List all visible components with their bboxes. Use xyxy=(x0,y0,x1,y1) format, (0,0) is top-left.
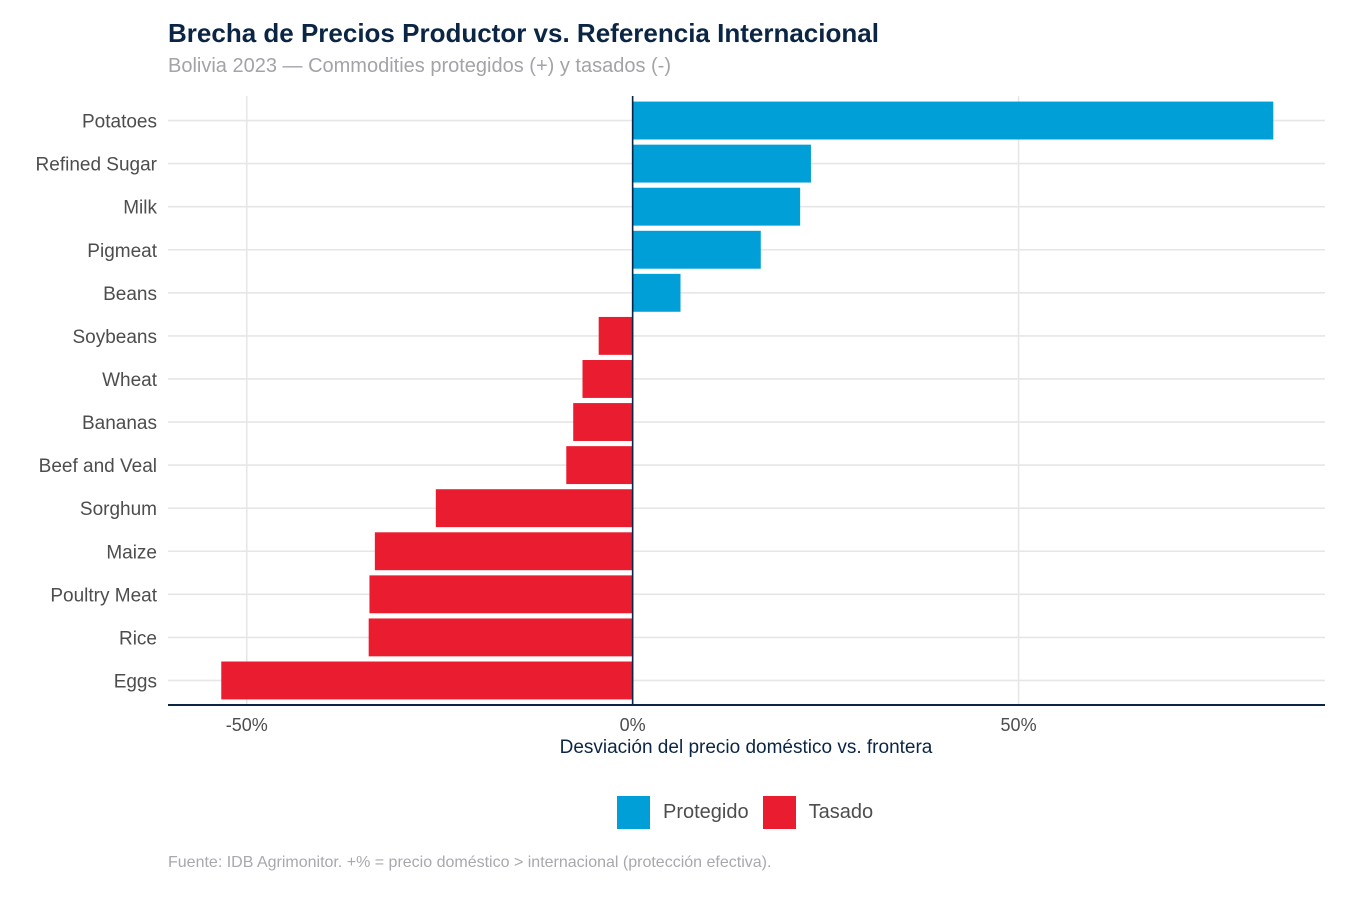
bar-sorghum xyxy=(435,489,633,528)
bar-beans xyxy=(632,273,681,312)
legend-label-tasado: Tasado xyxy=(808,801,874,823)
bar-soybeans xyxy=(598,316,633,355)
bar-milk xyxy=(632,187,801,226)
chart-subtitle: Bolivia 2023 — Commodities protegidos (+… xyxy=(168,55,671,77)
legend: Protegido Tasado xyxy=(617,796,887,829)
y-tick-label: Bananas xyxy=(82,413,157,434)
y-tick-label: Maize xyxy=(106,542,157,563)
y-tick-label: Rice xyxy=(119,628,157,649)
legend-key-tasado xyxy=(762,796,796,829)
bar-refined-sugar xyxy=(632,144,811,183)
x-tick-label: 0% xyxy=(620,715,646,735)
x-tick-label: -50% xyxy=(226,715,268,735)
bar-rice xyxy=(368,618,633,657)
y-tick-label: Poultry Meat xyxy=(50,585,157,606)
chart-title: Brecha de Precios Productor vs. Referenc… xyxy=(168,18,879,48)
y-tick-label: Beef and Veal xyxy=(39,456,157,477)
y-tick-label: Potatoes xyxy=(82,112,157,133)
bar-eggs xyxy=(221,661,633,700)
y-tick-label: Wheat xyxy=(102,370,158,391)
y-tick-label: Sorghum xyxy=(80,499,157,520)
legend-label-protegido: Protegido xyxy=(663,801,749,823)
bar-pigmeat xyxy=(632,230,761,269)
y-tick-label: Soybeans xyxy=(72,327,157,348)
y-tick-label: Beans xyxy=(103,284,157,305)
gridlines xyxy=(168,96,1325,705)
y-tick-label: Eggs xyxy=(114,671,157,692)
y-tick-label: Milk xyxy=(123,198,157,219)
tick-labels: Potatoes Refined Sugar Milk Pigmeat Beans Soy… xyxy=(36,112,1037,735)
x-axis-title: Desviación del precio doméstico vs. fron… xyxy=(559,737,933,758)
y-tick-label: Pigmeat xyxy=(87,241,157,262)
y-tick-label: Refined Sugar xyxy=(36,155,158,176)
bar-potatoes xyxy=(632,101,1274,140)
bar-bananas xyxy=(573,403,633,441)
bars xyxy=(221,101,1274,700)
legend-key-protegido xyxy=(617,796,650,829)
bar-beef-and-veal xyxy=(566,446,633,485)
bar-maize xyxy=(374,532,633,571)
chart-caption: Fuente: IDB Agrimonitor. +% = precio dom… xyxy=(168,854,772,871)
bar-poultry-meat xyxy=(369,575,633,614)
x-tick-label: 50% xyxy=(1001,715,1037,735)
axes xyxy=(168,96,1325,706)
bar-wheat xyxy=(582,360,633,398)
